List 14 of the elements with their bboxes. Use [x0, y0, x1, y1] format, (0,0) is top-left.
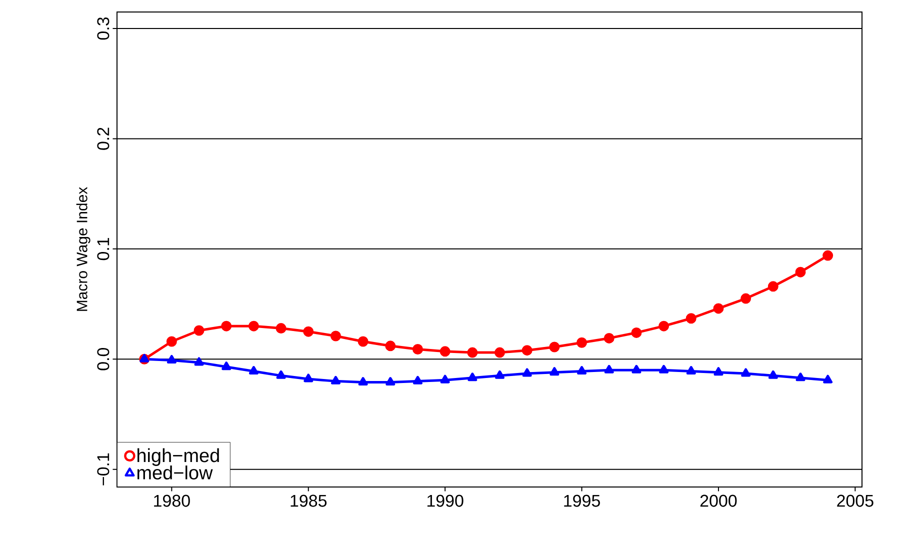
legend-label: med−low [137, 466, 213, 480]
x-tick-label: 1985 [290, 494, 327, 507]
legend-label: high−med [138, 448, 219, 466]
y-tick-label: 0.3 [97, 17, 110, 40]
x-tick-label: 1980 [154, 494, 190, 507]
y-tick-label: 0.2 [97, 128, 110, 150]
y-tick-label: 0.1 [97, 238, 110, 260]
x-tick-label: 2000 [700, 494, 737, 507]
y-tick-label: −0.1 [97, 453, 110, 486]
y-axis-title: Macro Wage Index [76, 187, 90, 311]
x-tick-label: 1995 [564, 494, 600, 507]
y-tick-label: 0.0 [97, 348, 110, 370]
x-tick-label: 1990 [427, 494, 464, 507]
x-tick-label: 2005 [837, 494, 874, 507]
